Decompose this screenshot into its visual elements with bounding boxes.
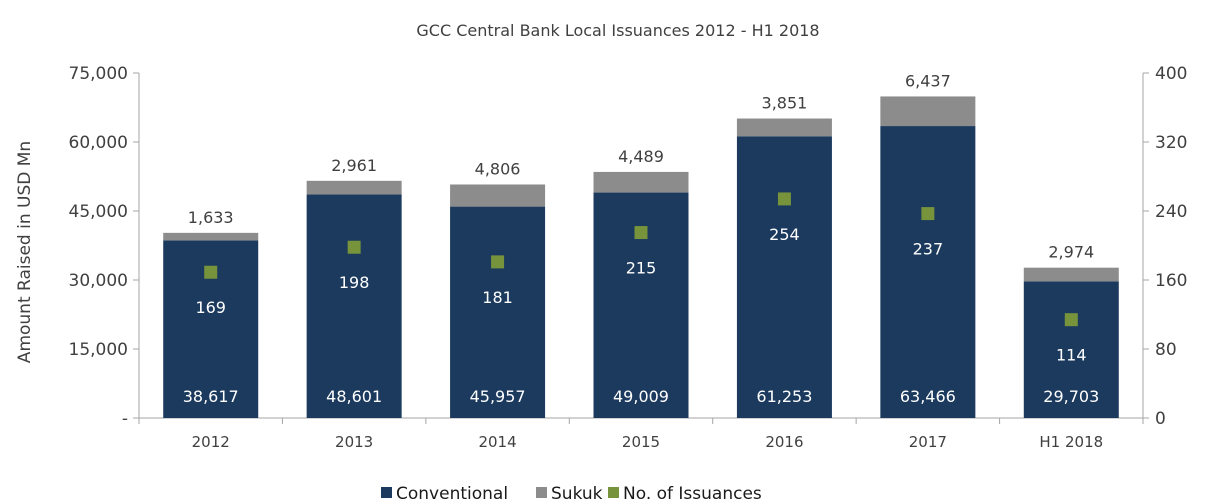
bar-conventional [1023,281,1119,418]
y-tick-label: 45,000 [69,202,128,222]
y2-tick-label: 400 [1155,64,1187,84]
label-sukuk: 2,961 [331,156,377,175]
label-issuances: 169 [195,298,226,317]
x-tick-label: 2013 [335,433,373,451]
y-tick-label: - [122,409,128,429]
x-tick-label: 2017 [909,433,947,451]
label-issuances: 114 [1056,346,1087,365]
bar-sukuk [163,232,259,241]
y-axis-label: Amount Raised in USD Mn [15,141,35,363]
chart-title: GCC Central Bank Local Issuances 2012 - … [416,21,819,40]
label-sukuk: 1,633 [188,208,234,227]
label-issuances: 254 [769,225,800,244]
marker-issuances [491,255,505,269]
marker-issuances [1064,313,1078,327]
marker-issuances [777,192,791,206]
label-sukuk: 6,437 [905,71,951,90]
y-tick-label: 30,000 [69,271,128,291]
label-sukuk: 3,851 [762,94,808,113]
label-conventional: 48,601 [326,387,382,406]
bar-sukuk [736,118,832,137]
legend-swatch [381,487,392,498]
bar-sukuk [593,171,689,193]
label-conventional: 45,957 [470,387,526,406]
y2-tick-label: 160 [1155,271,1187,291]
label-issuances: 181 [482,288,513,307]
x-tick-label: 2014 [478,433,516,451]
bar-sukuk [1023,267,1119,282]
bar-sukuk [450,184,546,207]
bar-conventional [450,206,546,418]
marker-issuances [204,265,218,279]
legend: Conventional Sukuk No. of Issuances [381,484,762,504]
legend-swatch [608,487,619,498]
x-tick-label: H1 2018 [1039,433,1103,451]
marker-issuances [634,226,648,240]
label-issuances: 198 [339,273,370,292]
marker-issuances [921,207,935,221]
label-issuances: 237 [913,240,944,259]
marker-issuances [347,240,361,254]
label-conventional: 29,703 [1043,387,1099,406]
label-conventional: 61,253 [756,387,812,406]
y2-tick-label: 320 [1155,133,1187,153]
bar-sukuk [306,180,402,195]
y2-tick-label: 0 [1155,409,1166,429]
y2-tick-label: 240 [1155,202,1187,222]
y-tick-label: 75,000 [69,64,128,84]
label-conventional: 38,617 [183,387,239,406]
plot-area: - 15,000 30,000 45,000 60,000 75,000 0 80 160 240… [69,64,1188,451]
label-conventional: 63,466 [900,387,956,406]
bar-conventional [306,194,402,418]
y-tick-label: 15,000 [69,340,128,360]
legend-swatch [536,487,547,498]
bar-conventional [736,136,832,418]
legend-label: No. of Issuances [623,484,762,504]
label-sukuk: 2,974 [1048,243,1094,262]
x-tick-label: 2016 [765,433,803,451]
label-issuances: 215 [626,259,657,278]
x-tick-label: 2012 [192,433,230,451]
bar-conventional [880,126,976,418]
label-sukuk: 4,489 [618,147,664,166]
bar-sukuk [880,96,976,127]
label-conventional: 49,009 [613,387,669,406]
legend-label: Conventional [396,484,508,504]
legend-label: Sukuk [551,484,603,504]
y-tick-label: 60,000 [69,133,128,153]
x-tick-label: 2015 [622,433,660,451]
label-sukuk: 4,806 [475,159,521,178]
y2-tick-label: 80 [1155,340,1177,360]
